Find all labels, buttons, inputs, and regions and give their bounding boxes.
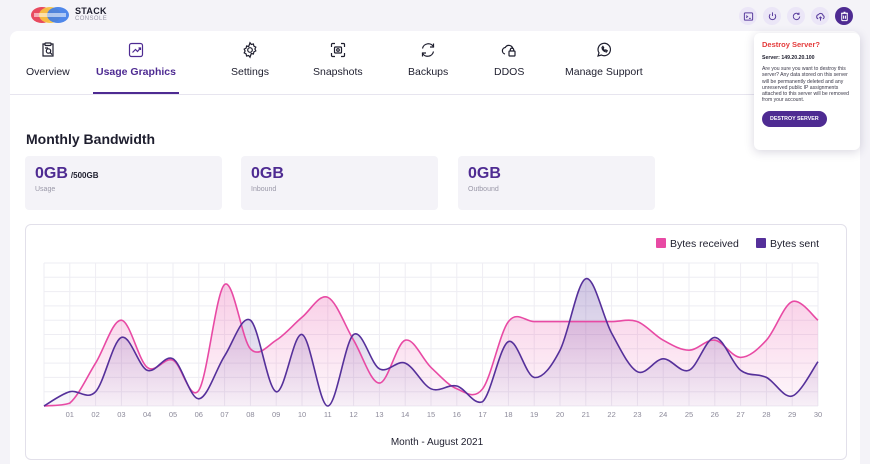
tab-usage-graphics-label: Usage Graphics — [96, 66, 176, 78]
tab-overview[interactable]: Overview — [26, 41, 70, 94]
popover-title: Destroy Server? — [762, 40, 820, 49]
legend-swatch-sent — [756, 238, 766, 248]
top-bar: STACK CONSOLE — [0, 0, 870, 32]
stat-inbound: 0GB Inbound — [241, 156, 438, 210]
console-icon — [743, 11, 753, 21]
brand-logo[interactable]: STACK CONSOLE — [30, 6, 107, 24]
whatsapp-icon — [596, 42, 611, 57]
backup-upload-button[interactable] — [811, 7, 829, 25]
series-line-received — [43, 283, 819, 407]
tab-backups-label: Backups — [408, 66, 449, 78]
popover-message: Are you sure you want to destroy this se… — [762, 66, 849, 104]
x-tick-label: 21 — [582, 410, 590, 419]
x-tick-label: 07 — [220, 410, 228, 419]
legend-swatch-received — [656, 238, 666, 248]
tab-ddos[interactable]: DDOS — [494, 41, 524, 94]
brand-subtitle: CONSOLE — [75, 16, 108, 22]
x-tick-label: 30 — [814, 410, 822, 419]
x-tick-label: 14 — [401, 410, 409, 419]
popover-server: Server: 149.20.20.100 — [762, 55, 815, 61]
destroy-server-popover: Destroy Server? Server: 149.20.20.100 Ar… — [754, 33, 860, 150]
stat-outbound: 0GB Outbound — [458, 156, 655, 210]
clipboard-search-icon — [42, 42, 54, 57]
bandwidth-chart-card: 01 02 03 04 05 06 07 08 09 10 11 12 13 14 15 16 17 18 19 20… — [25, 224, 847, 460]
x-tick-label: 28 — [762, 410, 770, 419]
x-axis-label: Month - August 2021 — [391, 437, 484, 448]
x-tick-label: 05 — [169, 410, 177, 419]
stat-usage: 0GB/500GB Usage — [25, 156, 222, 210]
cloud-upload-icon — [815, 12, 825, 21]
restart-button[interactable] — [787, 7, 805, 25]
tab-backups[interactable]: Backups — [408, 41, 448, 94]
snapshot-icon — [330, 42, 345, 58]
tab-ddos-label: DDOS — [494, 66, 525, 78]
stat-inbound-value: 0GB — [251, 165, 284, 182]
logo-mark-icon — [31, 7, 69, 23]
destroy-server-button[interactable] — [835, 7, 853, 25]
x-tick-label: 12 — [349, 410, 357, 419]
x-tick-label: 15 — [427, 410, 435, 419]
legend: Bytes received Bytes sent — [656, 238, 819, 250]
chart-icon — [128, 42, 144, 58]
x-tick-label: 23 — [633, 410, 641, 419]
stat-inbound-label: Inbound — [251, 186, 277, 193]
x-tick-label: 18 — [504, 410, 512, 419]
x-tick-label: 29 — [788, 410, 796, 419]
x-tick-label: 10 — [298, 410, 306, 419]
legend-label-sent: Bytes sent — [770, 238, 819, 250]
tab-snapshots-label: Snapshots — [313, 66, 363, 78]
bandwidth-chart: 01 02 03 04 05 06 07 08 09 10 11 12 13 14 15 16 17 18 19 20… — [43, 238, 823, 448]
x-tick-label: 08 — [246, 410, 254, 419]
stat-outbound-label: Outbound — [468, 186, 499, 193]
x-tick-label: 01 — [66, 410, 74, 419]
x-tick-label: 17 — [478, 410, 486, 419]
active-tab-indicator — [93, 92, 179, 94]
tab-manage-support-label: Manage Support — [565, 66, 643, 78]
x-axis-ticks: 01 02 03 04 05 06 07 08 09 10 11 12 13 14 15 16 17 18 19 20… — [66, 410, 823, 419]
x-tick-label: 11 — [324, 410, 332, 419]
x-tick-label: 19 — [530, 410, 538, 419]
section-title: Monthly Bandwidth — [26, 131, 156, 147]
legend-label-received: Bytes received — [670, 238, 739, 250]
x-tick-label: 27 — [736, 410, 744, 419]
tab-manage-support[interactable]: Manage Support — [565, 41, 643, 94]
stat-outbound-value: 0GB — [468, 165, 501, 182]
x-tick-label: 02 — [91, 410, 99, 419]
tab-bar: Overview Usage Graphics Settings Snapsho… — [10, 31, 860, 95]
cloud-lock-icon — [502, 44, 516, 57]
gear-icon — [243, 41, 257, 59]
x-tick-label: 24 — [659, 410, 667, 419]
tab-snapshots[interactable]: Snapshots — [313, 41, 363, 94]
x-tick-label: 20 — [556, 410, 564, 419]
server-actions — [739, 7, 853, 25]
x-tick-label: 04 — [143, 410, 151, 419]
server-panel: Overview Usage Graphics Settings Snapsho… — [10, 31, 860, 464]
x-tick-label: 22 — [607, 410, 615, 419]
tab-usage-graphics[interactable]: Usage Graphics — [93, 41, 179, 94]
x-tick-label: 26 — [711, 410, 719, 419]
confirm-destroy-button[interactable]: DESTROY SERVER — [762, 110, 827, 127]
x-tick-label: 16 — [453, 410, 461, 419]
x-tick-label: 25 — [685, 410, 693, 419]
power-icon — [768, 11, 776, 20]
stat-usage-label: Usage — [35, 186, 56, 193]
refresh-icon — [792, 12, 800, 20]
x-tick-label: 03 — [117, 410, 125, 419]
brand-title: STACK — [75, 6, 107, 16]
stat-usage-limit: /500GB — [70, 171, 99, 180]
tab-settings[interactable]: Settings — [231, 41, 269, 94]
backup-icon — [421, 43, 435, 57]
stat-usage-value: 0GB — [35, 165, 68, 182]
tab-settings-label: Settings — [231, 66, 269, 78]
console-button[interactable] — [739, 7, 757, 25]
x-tick-label: 13 — [375, 410, 383, 419]
power-button[interactable] — [763, 7, 781, 25]
area-sent — [44, 278, 818, 406]
x-tick-label: 09 — [272, 410, 280, 419]
trash-icon — [840, 11, 848, 21]
x-tick-label: 06 — [195, 410, 203, 419]
tab-overview-label: Overview — [26, 66, 70, 78]
series-line-sent — [43, 277, 819, 407]
